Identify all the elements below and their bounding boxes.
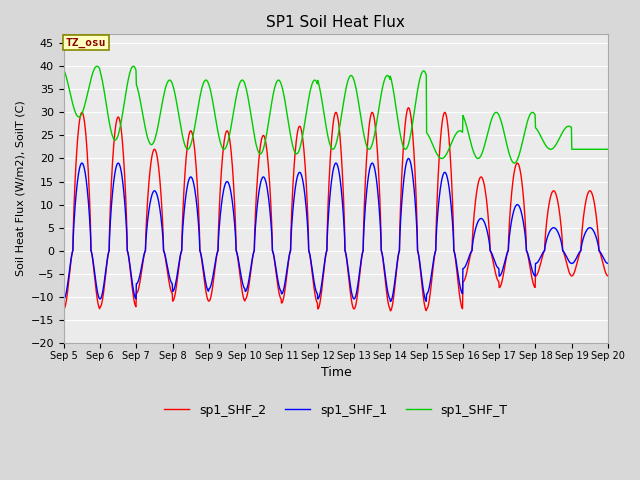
Y-axis label: Soil Heat Flux (W/m2), SoilT (C): Soil Heat Flux (W/m2), SoilT (C)	[15, 101, 25, 276]
sp1_SHF_1	[604, 261, 612, 266]
X-axis label: Time: Time	[321, 366, 351, 379]
sp1_SHF_T	[420, 68, 428, 74]
sp1_SHF_2	[60, 306, 68, 312]
sp1_SHF_2	[287, 248, 294, 253]
sp1_SHF_T	[604, 146, 612, 152]
sp1_SHF_T	[180, 141, 188, 146]
Line: sp1_SHF_1: sp1_SHF_1	[64, 158, 608, 301]
sp1_SHF_1	[287, 248, 294, 253]
sp1_SHF_2	[604, 273, 612, 279]
Line: sp1_SHF_2: sp1_SHF_2	[64, 108, 608, 311]
sp1_SHF_T	[511, 160, 518, 166]
sp1_SHF_2	[420, 299, 428, 305]
Title: SP1 Soil Heat Flux: SP1 Soil Heat Flux	[266, 15, 405, 30]
sp1_SHF_2	[557, 217, 564, 223]
sp1_SHF_T	[287, 134, 295, 140]
sp1_SHF_2	[509, 173, 517, 179]
sp1_SHF_2	[180, 187, 188, 192]
sp1_SHF_1	[509, 209, 517, 215]
sp1_SHF_1	[420, 291, 428, 297]
sp1_SHF_1	[557, 236, 564, 242]
Line: sp1_SHF_T: sp1_SHF_T	[64, 66, 608, 163]
sp1_SHF_T	[557, 133, 564, 139]
sp1_SHF_1	[60, 296, 68, 302]
sp1_SHF_2	[404, 105, 412, 110]
Text: TZ_osu: TZ_osu	[65, 37, 106, 48]
Legend: sp1_SHF_2, sp1_SHF_1, sp1_SHF_T: sp1_SHF_2, sp1_SHF_1, sp1_SHF_T	[159, 399, 513, 422]
sp1_SHF_2	[273, 279, 281, 285]
sp1_SHF_2	[387, 308, 394, 314]
sp1_SHF_1	[180, 210, 188, 216]
sp1_SHF_T	[93, 63, 101, 69]
sp1_SHF_1	[273, 275, 281, 280]
sp1_SHF_T	[60, 67, 68, 72]
sp1_SHF_1	[387, 299, 394, 304]
sp1_SHF_1	[404, 156, 412, 161]
sp1_SHF_T	[274, 77, 282, 83]
sp1_SHF_T	[509, 160, 517, 166]
